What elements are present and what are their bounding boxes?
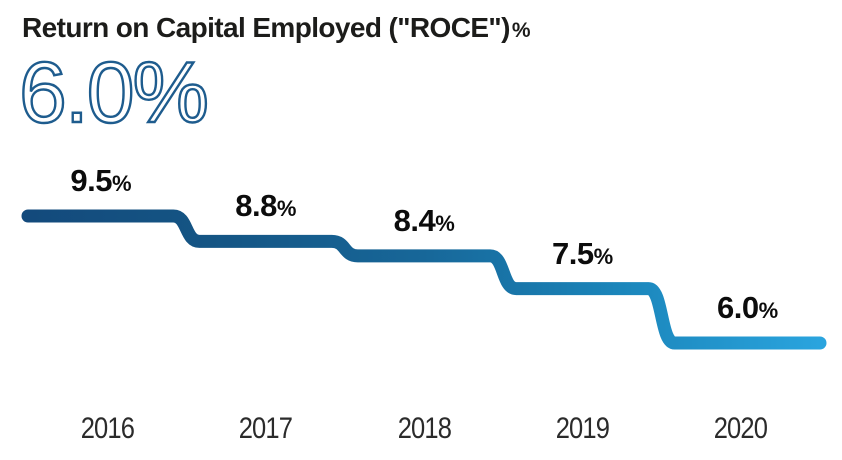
value-label: 8.4% [394,203,455,239]
value-label: 9.5% [70,163,131,199]
step-line-path [21,209,827,350]
x-axis-label-text: 2018 [397,412,451,445]
x-axis-label-2020: 2020 [662,412,820,446]
x-axis-label-2016: 2016 [28,412,186,446]
value-label-percent-sign: % [758,298,779,323]
x-axis-label-text: 2020 [714,412,768,445]
x-axis-label-text: 2019 [555,412,610,445]
chart-title: Return on Capital Employed ("ROCE")% [22,12,530,44]
x-axis-label-text: 2017 [238,412,293,445]
value-label-percent-sign: % [593,243,614,269]
value-label-number: 8.8 [235,188,277,224]
value-label-number: 6.0 [716,290,759,325]
chart-title-text: Return on Capital Employed ("ROCE") [22,12,510,43]
value-label-percent-sign: % [435,210,455,236]
x-axis-label-2018: 2018 [345,412,503,446]
x-axis-label-2019: 2019 [503,412,661,446]
value-label: 6.0% [717,290,778,326]
value-label: 8.8% [235,188,296,224]
x-axis-label-2017: 2017 [186,412,344,446]
value-label-number: 9.5 [70,163,112,198]
value-label-percent-sign: % [111,171,132,196]
headline-current-value: 6.0% [18,45,210,141]
chart-title-percent-sign: % [511,19,531,42]
value-label-number: 7.5 [552,235,594,271]
x-axis-label-text: 2016 [80,412,135,445]
value-label-percent-sign: % [276,196,297,222]
value-label-number: 8.4 [393,202,436,238]
value-label: 7.5% [552,236,613,272]
